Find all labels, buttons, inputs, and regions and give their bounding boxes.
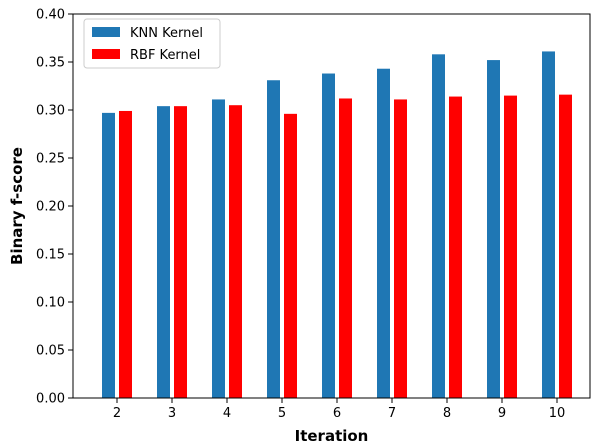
y-tick-label: 0.25 xyxy=(36,152,65,167)
bar-rbf-kernel-4 xyxy=(229,105,242,398)
x-tick-label: 10 xyxy=(549,406,566,421)
y-tick-label: 0.15 xyxy=(36,248,65,263)
bar-rbf-kernel-7 xyxy=(394,99,407,398)
bar-knn-kernel-4 xyxy=(212,99,225,398)
bar-knn-kernel-7 xyxy=(377,68,390,398)
x-axis: 2 3 4 5 6 7 8 9 10 xyxy=(113,398,565,421)
legend-swatch xyxy=(92,49,120,59)
bar-knn-kernel-10 xyxy=(542,51,555,398)
legend-swatch xyxy=(92,27,120,37)
x-axis-title: Iteration xyxy=(295,427,369,445)
x-tick-label: 7 xyxy=(388,406,396,421)
x-tick-label: 8 xyxy=(443,406,451,421)
x-tick-label: 6 xyxy=(333,406,341,421)
bar-rbf-kernel-10 xyxy=(559,94,572,398)
bar-knn-kernel-3 xyxy=(157,106,170,398)
bar-rbf-kernel-5 xyxy=(284,113,297,398)
y-tick-label: 0.10 xyxy=(36,296,65,311)
y-tick-label: 0.35 xyxy=(36,56,65,71)
x-tick-label: 5 xyxy=(278,406,286,421)
bar-rbf-kernel-9 xyxy=(504,95,517,398)
y-tick-label: 0.05 xyxy=(36,344,65,359)
bar-knn-kernel-5 xyxy=(267,80,280,399)
bar-knn-kernel-8 xyxy=(432,54,445,398)
x-tick-label: 4 xyxy=(223,406,231,421)
plot-frame xyxy=(72,13,591,399)
x-tick-label: 2 xyxy=(113,406,121,421)
y-tick-label: 0.20 xyxy=(36,200,65,215)
bar-rbf-kernel-2 xyxy=(119,110,132,399)
legend-label: RBF Kernel xyxy=(130,48,200,63)
y-tick-label: 0.00 xyxy=(36,392,65,407)
bars-layer xyxy=(102,51,572,399)
bar-knn-kernel-6 xyxy=(322,73,335,399)
y-tick-label: 0.40 xyxy=(36,8,65,23)
y-axis-title: Binary f-score xyxy=(8,147,26,265)
legend-label: KNN Kernel xyxy=(130,26,203,41)
x-tick-label: 3 xyxy=(168,406,176,421)
bar-knn-kernel-2 xyxy=(102,112,115,398)
y-axis: 0.00 0.05 0.10 0.15 0.20 0.25 0.30 0.35 0.40 xyxy=(36,8,73,407)
bar-rbf-kernel-3 xyxy=(174,106,187,398)
bar-knn-kernel-9 xyxy=(487,60,500,398)
legend: KNN Kernel RBF Kernel xyxy=(83,18,221,69)
legend-items: KNN Kernel RBF Kernel xyxy=(92,26,203,63)
y-tick-label: 0.30 xyxy=(36,104,65,119)
bar-rbf-kernel-6 xyxy=(339,98,352,398)
x-tick-label: 9 xyxy=(498,406,506,421)
bar-rbf-kernel-8 xyxy=(449,96,462,398)
